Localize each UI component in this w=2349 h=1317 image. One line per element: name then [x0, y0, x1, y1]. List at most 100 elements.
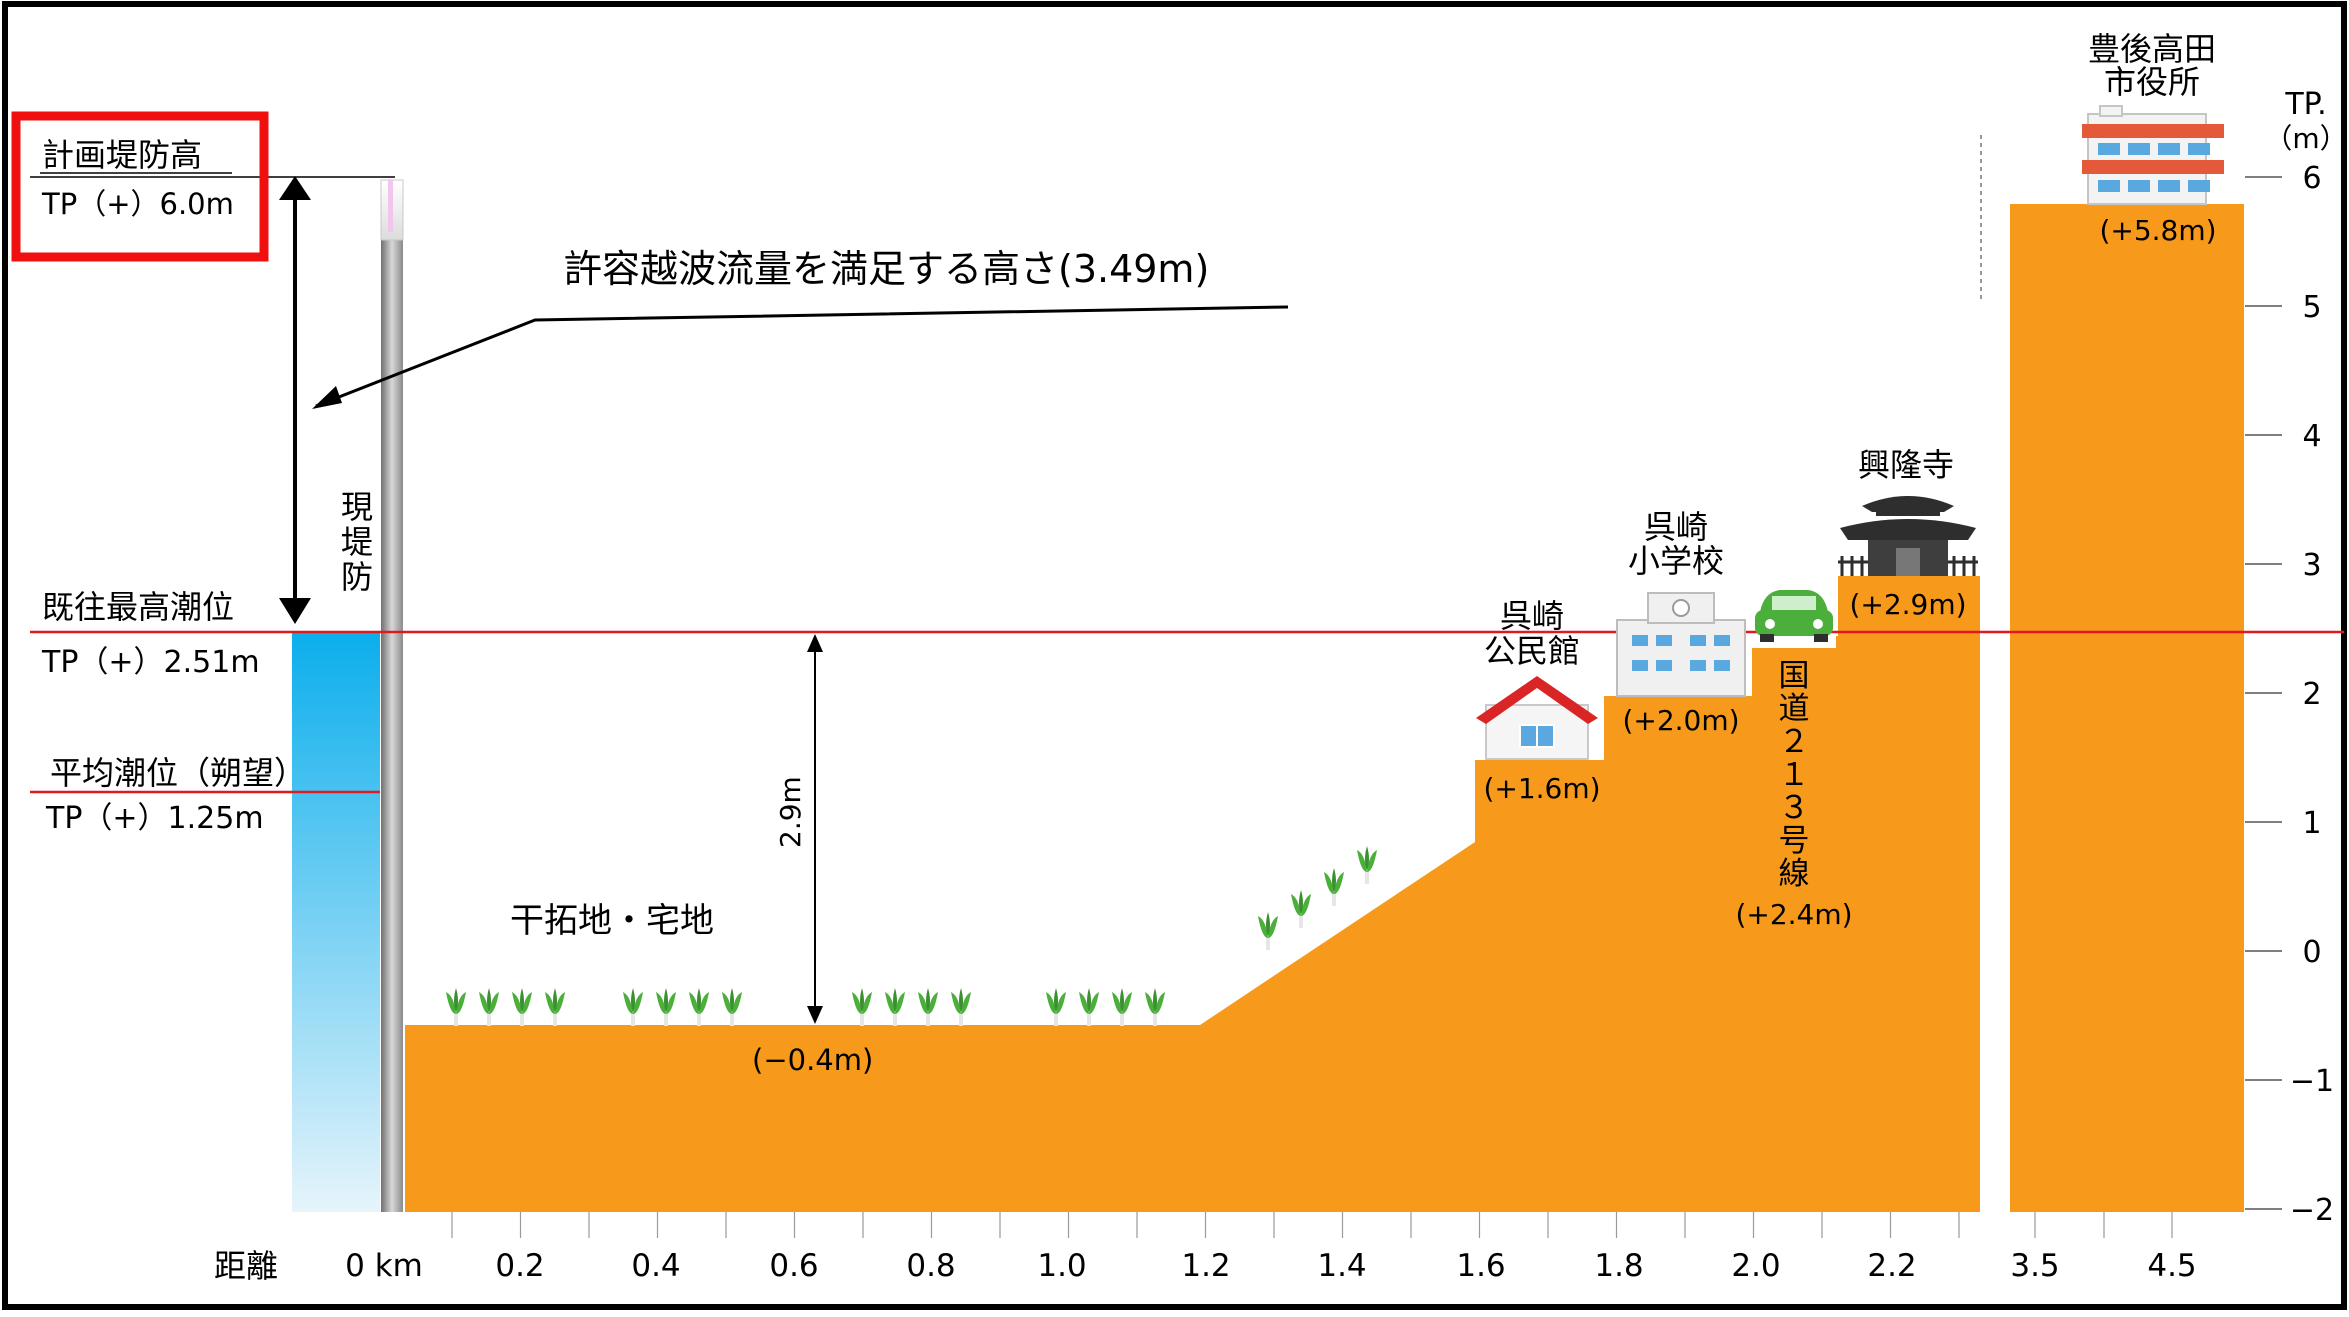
arrow-down-icon — [279, 598, 311, 624]
x-tick-label: 0.8 — [906, 1248, 955, 1284]
temple-icon — [1838, 496, 1978, 576]
road-label-char: ３ — [1779, 790, 1810, 826]
x-tick-label: 1.8 — [1594, 1248, 1643, 1284]
planned-levee-value: TP（+）6.0m — [41, 187, 234, 221]
x-tick-label: 1.6 — [1456, 1248, 1505, 1284]
school-icon — [1616, 592, 1746, 697]
x-tick-label: 2.2 — [1867, 1248, 1916, 1284]
road-label-char: 道 — [1779, 691, 1810, 727]
y-tick-label: 0 — [2302, 935, 2321, 970]
community-hall-elev: (+1.6m) — [1483, 772, 1600, 805]
reclaimed-elev-label: (−0.4m) — [752, 1043, 873, 1077]
crop-plant-icon — [623, 988, 643, 1026]
x-tick-label: 2.0 — [1731, 1248, 1780, 1284]
school-elev: (+2.0m) — [1622, 704, 1739, 737]
crop-plant-icon — [446, 988, 466, 1026]
overtopping-label: 許容越波流量を満足する高さ(3.49m) — [564, 247, 1209, 291]
road-elev: (+2.4m) — [1735, 898, 1852, 931]
overtopping-arrow-icon — [312, 386, 342, 409]
city-hall-ground — [2010, 204, 2244, 1212]
max-tide-title: 既往最高潮位 — [42, 588, 234, 626]
crop-plant-icon — [1357, 846, 1377, 884]
crop-plant-icon — [1112, 988, 1132, 1026]
school-name-2: 小学校 — [1628, 542, 1724, 580]
x-axis-title: 距離 — [214, 1247, 278, 1285]
crop-plant-icon — [1324, 868, 1344, 906]
y-tick-label: 3 — [2302, 548, 2321, 583]
city-hall-name-1: 豊後高田 — [2088, 30, 2216, 68]
crop-plant-icon — [885, 988, 905, 1026]
x-tick-label: 4.5 — [2147, 1248, 2196, 1284]
reclaimed-land-label: 干拓地・宅地 — [510, 901, 714, 941]
overtopping-pointer-line — [315, 305, 1289, 408]
road-label-char: ２ — [1779, 724, 1810, 760]
y-tick-label: −1 — [2290, 1064, 2334, 1099]
road-label-char: 国 — [1779, 658, 1810, 694]
planned-levee-highlight-box — [11, 111, 269, 262]
land-profile — [405, 576, 1980, 1212]
axis-unit-line2: （m） — [2264, 122, 2347, 155]
planned-levee-marker — [388, 180, 393, 232]
y-tick-label: 5 — [2302, 290, 2321, 325]
existing-levee-char: 現 — [341, 488, 373, 526]
crop-plant-icon — [689, 988, 709, 1026]
y-tick-label: 4 — [2302, 419, 2321, 454]
crop-plant-icon — [479, 988, 499, 1026]
school-name-1: 呉崎 — [1644, 508, 1708, 546]
car-icon — [1755, 590, 1833, 642]
house-icon — [1476, 676, 1598, 760]
crop-plant-icon — [545, 988, 565, 1026]
road-label-char: 号 — [1779, 823, 1810, 859]
axis-unit-line1: TP. — [2284, 87, 2326, 122]
crop-plant-icon — [951, 988, 971, 1026]
crop-plant-icon — [852, 988, 872, 1026]
x-tick-label: 0 km — [345, 1248, 423, 1284]
planned-levee-title: 計画堤防高 — [42, 136, 202, 174]
y-tick-label: 6 — [2302, 161, 2321, 196]
height-diff-down-icon — [807, 1006, 823, 1024]
crop-plant-icon — [656, 988, 676, 1026]
x-tick-label: 0.4 — [631, 1248, 680, 1284]
crop-plant-icon — [1145, 988, 1165, 1026]
community-hall-name-2: 公民館 — [1484, 632, 1580, 670]
city-hall-icon — [2082, 105, 2224, 205]
x-tick-label: 1.2 — [1181, 1248, 1230, 1284]
existing-levee-char: 堤 — [341, 523, 373, 561]
crop-plants — [446, 846, 1377, 1026]
y-tick-label: 2 — [2302, 677, 2321, 712]
x-tick-label: 1.4 — [1317, 1248, 1366, 1284]
y-tick-label: 1 — [2302, 806, 2321, 841]
crop-plant-icon — [1258, 912, 1278, 950]
crop-plant-icon — [512, 988, 532, 1026]
x-tick-label: 3.5 — [2010, 1248, 2059, 1284]
height-diff-up-icon — [807, 634, 823, 652]
x-tick-marks — [451, 1212, 2173, 1238]
arrow-up-icon — [279, 176, 311, 200]
mean-tide-title: 平均潮位（朔望） — [50, 754, 306, 792]
max-tide-value: TP（+）2.51m — [41, 645, 260, 680]
existing-levee-wall — [381, 238, 403, 1212]
road-label-char: １ — [1779, 757, 1810, 793]
y-tick-label: −2 — [2290, 1193, 2334, 1228]
height-diff-label: 2.9m — [774, 776, 807, 848]
mean-tide-value: TP（+）1.25m — [45, 801, 264, 836]
crop-plant-icon — [722, 988, 742, 1026]
crop-plant-icon — [1079, 988, 1099, 1026]
crop-plant-icon — [1046, 988, 1066, 1026]
existing-levee-char: 防 — [341, 558, 373, 596]
x-tick-label: 0.6 — [769, 1248, 818, 1284]
x-tick-label: 0.2 — [495, 1248, 544, 1284]
temple-elev: (+2.9m) — [1849, 588, 1966, 621]
crop-plant-icon — [1291, 890, 1311, 928]
road-label-char: 線 — [1779, 856, 1810, 892]
city-hall-name-2: 市役所 — [2104, 63, 2200, 101]
existing-levee-label: 現堤防 — [341, 488, 373, 596]
x-axis-labels: 0 km 0.2 0.4 0.6 0.8 1.0 1.2 1.4 1.6 1.8 2.0 2.2 3.5… — [345, 1248, 2197, 1284]
community-hall-name-1: 呉崎 — [1500, 597, 1564, 635]
crop-plant-icon — [918, 988, 938, 1026]
temple-ground — [1838, 576, 1980, 1212]
